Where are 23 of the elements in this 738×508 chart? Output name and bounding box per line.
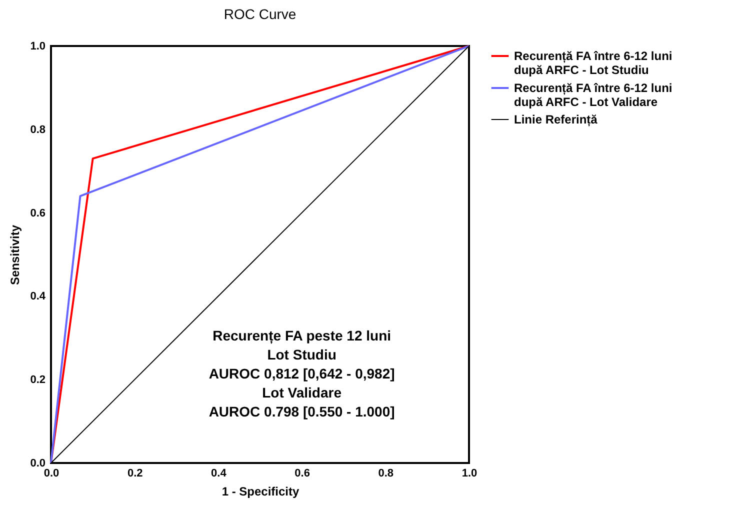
x-tick-label: 1.0 <box>462 468 478 480</box>
y-tick-label: 0.4 <box>30 290 46 303</box>
y-tick-label: 0.6 <box>30 207 46 220</box>
y-tick-label: 0.8 <box>30 124 46 136</box>
y-tick-label: 1.0 <box>30 40 46 52</box>
x-tick-label: 0.8 <box>378 468 394 480</box>
x-tick-label: 0.6 <box>294 468 310 480</box>
y-axis-title: Sensitivity <box>8 224 22 286</box>
chart-title: ROC Curve <box>224 6 296 22</box>
x-tick-label: 0.2 <box>127 468 143 480</box>
x-tick-label: 0.4 <box>211 468 228 480</box>
annotation: Recurențe FA peste 12 luni <box>212 328 392 345</box>
annotation: AUROC 0,812 [0,642 - 0,982] <box>208 366 395 382</box>
y-tick-label: 0.2 <box>30 374 46 386</box>
annotation: Lot Validare <box>262 384 342 401</box>
legend-label: Recurență FA între 6-12 luni după ARFC - Lot Validare <box>514 81 672 109</box>
legend-label: Linie Referință <box>514 112 598 126</box>
y-tick-label: 0.0 <box>30 458 46 470</box>
annotation: AUROC 0.798 [0.550 - 1.000] <box>208 404 395 420</box>
x-axis-title: 1 - Specificity <box>222 484 300 498</box>
legend-label: Recurență FA între 6-12 luni după ARFC - Lot Studiu <box>514 49 672 77</box>
annotation: Lot Studiu <box>267 346 336 363</box>
x-tick-label: 0.0 <box>44 468 60 480</box>
